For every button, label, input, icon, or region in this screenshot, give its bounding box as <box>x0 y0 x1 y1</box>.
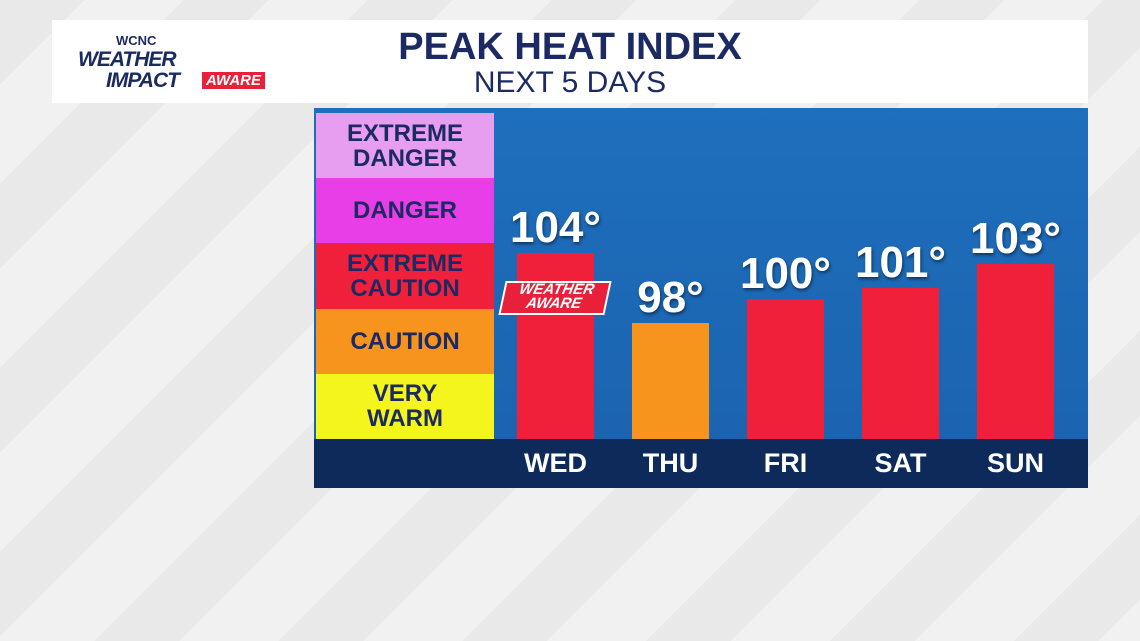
x-tick-label: THU <box>642 448 699 478</box>
legend-band: DANGER <box>316 178 494 244</box>
legend-band: CAUTION <box>316 308 494 374</box>
logo-text: WEATHER <box>78 48 177 71</box>
bar <box>862 287 939 439</box>
legend-label: VERY WARM <box>367 380 443 433</box>
x-tick-label: WED <box>524 448 587 478</box>
bar <box>632 322 709 439</box>
legend-label: EXTREME DANGER <box>346 119 463 172</box>
legend-label: CAUTION <box>350 327 460 355</box>
chart-title: PEAK HEAT INDEX <box>398 26 742 68</box>
legend-label: EXTREME CAUTION <box>346 249 463 302</box>
legend-band: VERY WARM <box>316 373 494 439</box>
legend-label: DANGER <box>352 197 457 225</box>
chart-subtitle: NEXT 5 DAYS <box>473 66 667 99</box>
bar <box>977 264 1054 439</box>
legend-band: EXTREME CAUTION <box>316 243 494 309</box>
category-bar <box>314 439 1088 488</box>
x-tick-label: SAT <box>874 448 927 478</box>
value-label: 100° <box>739 249 831 299</box>
bar <box>747 299 824 439</box>
logo-text: IMPACT <box>106 69 180 92</box>
value-label: 104° <box>509 202 601 252</box>
x-tick-label: FRI <box>763 448 808 478</box>
value-label: 98° <box>637 272 704 322</box>
value-label: 103° <box>969 214 1061 264</box>
chart-panel: EXTREME DANGER DANGER EXTREME CAUTION CAUTI… <box>314 108 1088 488</box>
x-tick-label: SUN <box>986 448 1044 478</box>
annotation-badge: WEATHER AWARE <box>498 281 612 315</box>
logo-badge: AWARE <box>202 72 266 89</box>
logo-station: WCNC <box>116 33 157 48</box>
value-label: 101° <box>854 237 946 287</box>
legend-band: EXTREME DANGER <box>316 113 494 179</box>
header: WCNC WEATHER IMPACT AWARE PEAK HEAT INDE… <box>52 20 1088 103</box>
